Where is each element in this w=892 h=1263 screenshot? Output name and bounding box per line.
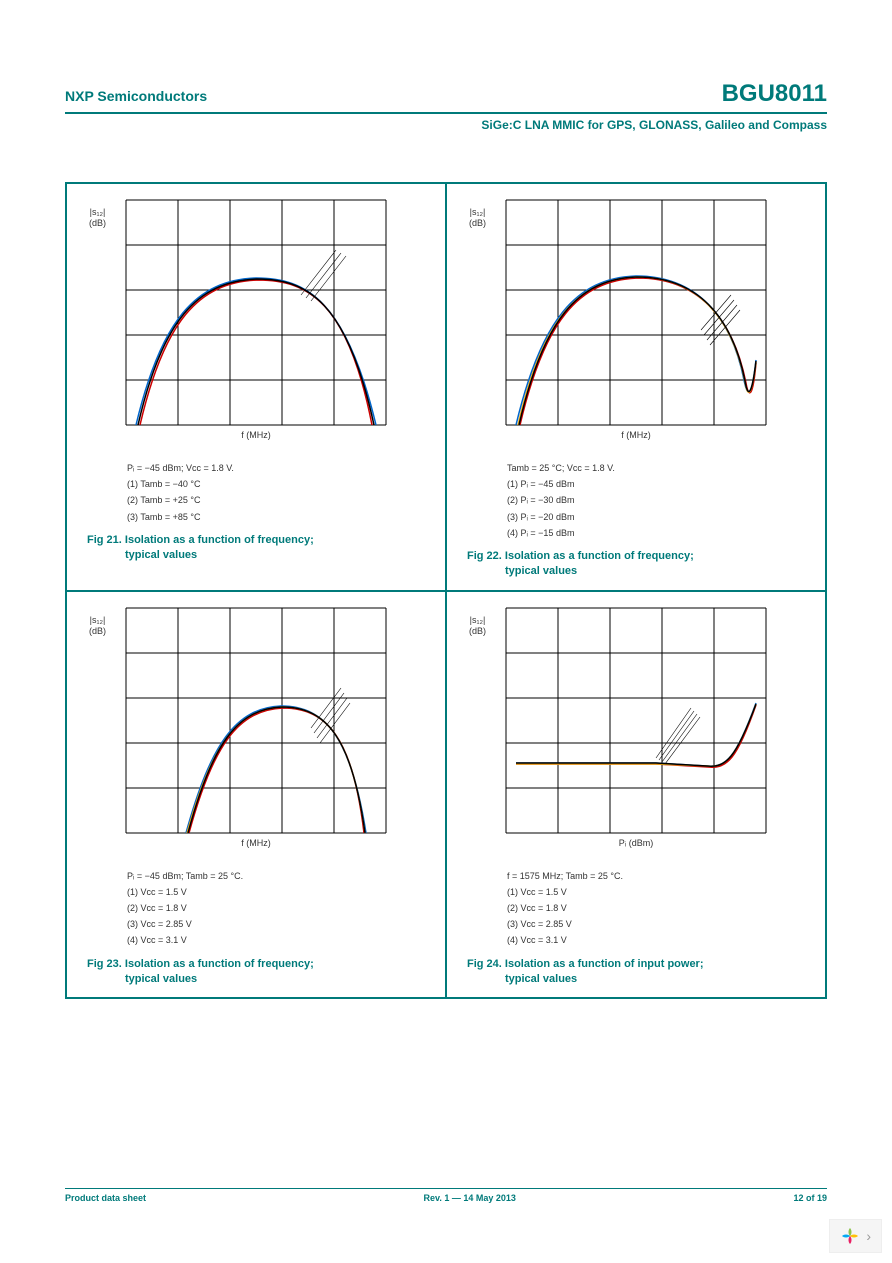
chart-container: |s₁₂|(dB) f (MHz) xyxy=(457,199,815,440)
condition-line: (3) Vcc = 2.85 V xyxy=(127,916,435,932)
condition-line: Pᵢ = −45 dBm; Tamb = 25 °C. xyxy=(127,868,435,884)
condition-line: Tamb = 25 °C; Vcc = 1.8 V. xyxy=(507,460,815,476)
y-axis-label: |s₁₂|(dB) xyxy=(469,615,486,637)
product-code: BGU8011 xyxy=(722,80,827,108)
page-header: NXP Semiconductors BGU8011 xyxy=(65,80,827,114)
fig22-cell: |s₁₂|(dB) f (MHz) Tamb = 25 °C; Vcc = 1.… xyxy=(446,183,826,591)
chart-container: |s₁₂|(dB) Pᵢ (dBm) xyxy=(457,607,815,848)
x-axis-label: Pᵢ (dBm) xyxy=(457,838,815,848)
fig23-cell: |s₁₂|(dB) f (MHz) Pᵢ = −45 dBm; Tamb = 2… xyxy=(66,591,446,999)
x-axis-label: f (MHz) xyxy=(457,430,815,440)
condition-line: (4) Vcc = 3.1 V xyxy=(127,932,435,948)
figure-caption: Fig 21. Isolation as a function of frequ… xyxy=(87,533,435,564)
condition-line: (3) Tamb = +85 °C xyxy=(127,509,435,525)
footer-right: 12 of 19 xyxy=(793,1193,827,1203)
condition-line: (2) Tamb = +25 °C xyxy=(127,492,435,508)
logo-icon xyxy=(840,1226,860,1246)
y-axis-label: |s₁₂|(dB) xyxy=(469,207,486,229)
x-axis-label: f (MHz) xyxy=(77,838,435,848)
condition-line: f = 1575 MHz; Tamb = 25 °C. xyxy=(507,868,815,884)
footer-left: Product data sheet xyxy=(65,1193,146,1203)
chart-svg xyxy=(116,199,396,426)
x-axis-label: f (MHz) xyxy=(77,430,435,440)
condition-line: Pᵢ = −45 dBm; Vcc = 1.8 V. xyxy=(127,460,435,476)
chart-container: |s₁₂|(dB) f (MHz) xyxy=(77,199,435,440)
fig24-cell: |s₁₂|(dB) Pᵢ (dBm) f = 1575 MHz; Tamb = … xyxy=(446,591,826,999)
condition-line: (4) Pᵢ = −15 dBm xyxy=(507,525,815,541)
condition-line: (3) Pᵢ = −20 dBm xyxy=(507,509,815,525)
document-subtitle: SiGe:C LNA MMIC for GPS, GLONASS, Galile… xyxy=(65,118,827,132)
condition-line: (1) Vcc = 1.5 V xyxy=(507,884,815,900)
condition-line: (2) Vcc = 1.8 V xyxy=(127,900,435,916)
figures-grid: |s₁₂|(dB) f (MHz) Pᵢ = −45 dBm; Vcc = 1.… xyxy=(65,182,827,999)
condition-line: (3) Vcc = 2.85 V xyxy=(507,916,815,932)
y-axis-label: |s₁₂|(dB) xyxy=(89,207,106,229)
chevron-right-icon: › xyxy=(866,1228,871,1244)
condition-line: (1) Vcc = 1.5 V xyxy=(127,884,435,900)
page-footer: Product data sheet Rev. 1 — 14 May 2013 … xyxy=(65,1188,827,1203)
footer-center: Rev. 1 — 14 May 2013 xyxy=(424,1193,516,1203)
chart-svg xyxy=(496,199,776,426)
fig21-cell: |s₁₂|(dB) f (MHz) Pᵢ = −45 dBm; Vcc = 1.… xyxy=(66,183,446,591)
conditions-block: f = 1575 MHz; Tamb = 25 °C.(1) Vcc = 1.5… xyxy=(507,868,815,949)
chart-svg xyxy=(116,607,396,834)
figure-caption: Fig 24. Isolation as a function of input… xyxy=(467,957,815,988)
conditions-block: Tamb = 25 °C; Vcc = 1.8 V.(1) Pᵢ = −45 d… xyxy=(507,460,815,541)
condition-line: (1) Pᵢ = −45 dBm xyxy=(507,476,815,492)
condition-line: (2) Pᵢ = −30 dBm xyxy=(507,492,815,508)
figure-caption: Fig 23. Isolation as a function of frequ… xyxy=(87,957,435,988)
chart-container: |s₁₂|(dB) f (MHz) xyxy=(77,607,435,848)
conditions-block: Pᵢ = −45 dBm; Vcc = 1.8 V.(1) Tamb = −40… xyxy=(127,460,435,525)
condition-line: (1) Tamb = −40 °C xyxy=(127,476,435,492)
viewer-badge[interactable]: › xyxy=(829,1219,882,1253)
company-name: NXP Semiconductors xyxy=(65,88,207,104)
figure-caption: Fig 22. Isolation as a function of frequ… xyxy=(467,549,815,580)
conditions-block: Pᵢ = −45 dBm; Tamb = 25 °C.(1) Vcc = 1.5… xyxy=(127,868,435,949)
condition-line: (2) Vcc = 1.8 V xyxy=(507,900,815,916)
y-axis-label: |s₁₂|(dB) xyxy=(89,615,106,637)
chart-svg xyxy=(496,607,776,834)
condition-line: (4) Vcc = 3.1 V xyxy=(507,932,815,948)
